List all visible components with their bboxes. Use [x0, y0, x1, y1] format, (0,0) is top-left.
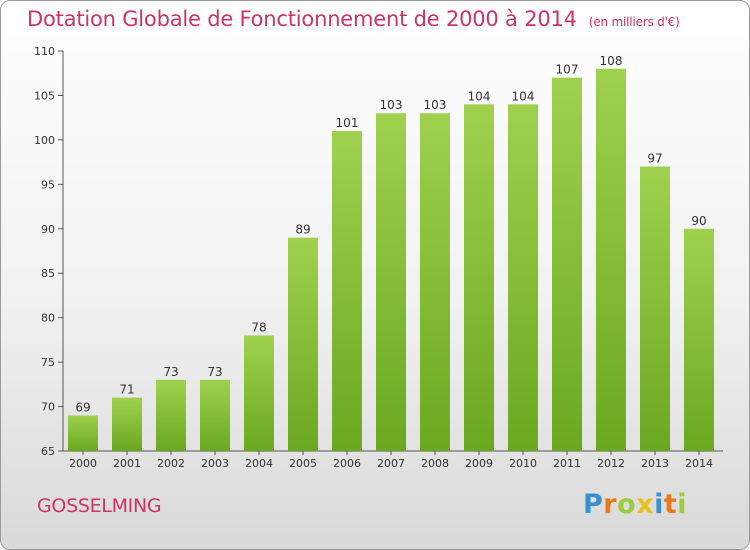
- y-tick-label: 95: [41, 178, 55, 191]
- bar-2001: [112, 397, 142, 451]
- commune-name: GOSSELMING: [37, 495, 162, 517]
- bar-2005: [288, 237, 318, 451]
- x-tick-label: 2007: [377, 457, 405, 470]
- bar-value-label: 107: [556, 63, 579, 77]
- bar-2006: [332, 131, 362, 451]
- x-tick-label: 2011: [553, 457, 581, 470]
- x-tick-label: 2013: [641, 457, 669, 470]
- x-tick-label: 2006: [333, 457, 361, 470]
- y-tick-label: 70: [41, 401, 55, 414]
- x-tick-label: 2012: [597, 457, 625, 470]
- logo-letter: P: [583, 489, 604, 520]
- logo-letter: t: [663, 489, 678, 520]
- bar-value-label: 104: [512, 89, 535, 103]
- bar-2012: [596, 68, 626, 452]
- bar-2013: [640, 166, 670, 452]
- x-tick-label: 2002: [157, 457, 185, 470]
- bar-2003: [200, 379, 230, 451]
- x-tick-label: 2003: [201, 457, 229, 470]
- bar-2010: [508, 104, 538, 451]
- bar-2008: [420, 113, 450, 451]
- bar-2000: [68, 415, 98, 451]
- bar-value-label: 73: [163, 365, 178, 379]
- logo-letter: x: [636, 489, 655, 520]
- bar-2004: [244, 335, 274, 451]
- chart-bars: 69 71 73 73 78 89 101 103 103 104 104 107 108 97 90: [68, 54, 714, 452]
- x-tick-label: 2014: [685, 457, 713, 470]
- x-tick-label: 2001: [113, 457, 141, 470]
- logo-letter: r: [603, 489, 618, 520]
- bar-2002: [156, 379, 186, 451]
- bar-2007: [376, 113, 406, 451]
- logo-letter: o: [617, 489, 637, 520]
- proxiti-logo[interactable]: Proxiti: [583, 489, 687, 520]
- bar-2011: [552, 77, 582, 452]
- y-tick-label: 110: [34, 45, 55, 58]
- bar-value-label: 73: [207, 365, 222, 379]
- y-tick-label: 90: [41, 223, 55, 236]
- bar-value-label: 108: [600, 54, 623, 68]
- bar-2014: [684, 228, 714, 451]
- bar-value-label: 69: [75, 400, 90, 414]
- y-tick-label: 105: [34, 89, 55, 102]
- bar-value-label: 89: [295, 223, 310, 237]
- bar-value-label: 103: [424, 98, 447, 112]
- bar-value-label: 104: [468, 89, 491, 103]
- logo-letter: i: [654, 489, 664, 520]
- logo-letter: i: [677, 489, 688, 520]
- bar-value-label: 103: [380, 98, 403, 112]
- chart-unit-label: (en milliers d'€): [588, 15, 680, 29]
- x-tick-label: 2009: [465, 457, 493, 470]
- bar-value-label: 97: [647, 152, 662, 166]
- x-tick-label: 2005: [289, 457, 317, 470]
- y-tick-label: 85: [41, 267, 55, 280]
- bar-value-label: 78: [251, 320, 266, 334]
- y-tick-label: 80: [41, 312, 55, 325]
- x-tick-label: 2010: [509, 457, 537, 470]
- y-tick-label: 65: [41, 445, 55, 458]
- x-tick-label: 2008: [421, 457, 449, 470]
- bar-2009: [464, 104, 494, 451]
- x-tick-label: 2004: [245, 457, 273, 470]
- bar-value-label: 101: [336, 116, 359, 130]
- bar-value-label: 90: [691, 214, 706, 228]
- chart-title-text: Dotation Globale de Fonctionnement de 20…: [27, 7, 577, 31]
- bar-value-label: 71: [119, 383, 134, 397]
- y-tick-label: 100: [34, 134, 55, 147]
- y-tick-label: 75: [41, 356, 55, 369]
- chart-axes: 65 70 75 80 85 90 95 100 105 110 2000 2001 2002 2003 2…: [34, 45, 723, 470]
- x-tick-label: 2000: [69, 457, 97, 470]
- chart-title: Dotation Globale de Fonctionnement de 20…: [27, 7, 680, 31]
